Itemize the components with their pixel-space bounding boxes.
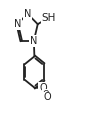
Text: O: O xyxy=(39,83,47,93)
Text: N: N xyxy=(24,9,31,19)
Text: O: O xyxy=(39,83,47,93)
Text: N: N xyxy=(14,19,21,29)
Text: O: O xyxy=(42,89,50,99)
Text: SH: SH xyxy=(42,13,56,23)
Text: N: N xyxy=(30,36,37,46)
Text: O: O xyxy=(43,92,51,102)
Text: O: O xyxy=(43,90,49,99)
